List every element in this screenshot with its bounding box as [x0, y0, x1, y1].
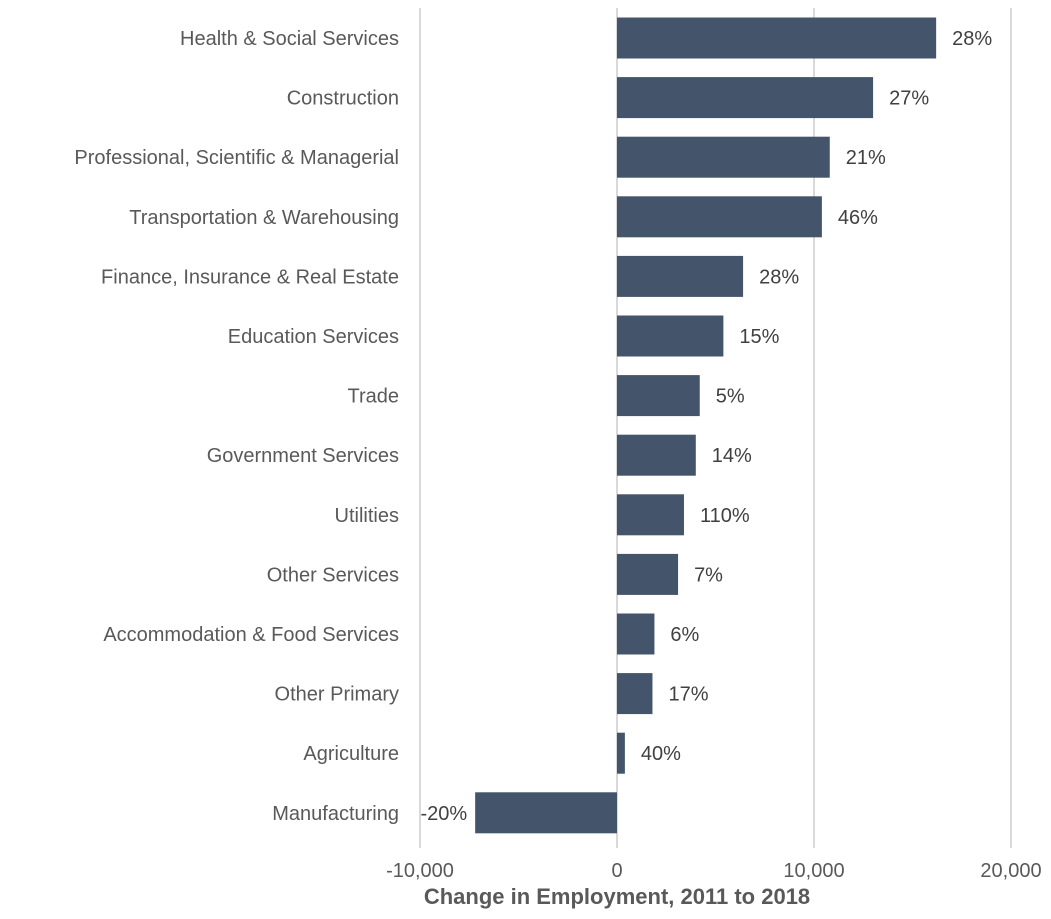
category-labels: Health & Social Services Construction Prof…: [74, 28, 399, 825]
category-label: Other Services: [267, 564, 399, 586]
data-label: 46%: [838, 207, 878, 229]
x-tick-label: 20,000: [980, 860, 1041, 882]
data-label: 27%: [889, 88, 929, 110]
data-label: 21%: [846, 147, 886, 169]
bar: [617, 17, 937, 59]
data-labels: 28% 27% 21% 46% 28% 15% 5% 14% 110% 7% 6% 17% 40% -20…: [420, 28, 992, 825]
bar: [617, 77, 874, 119]
data-label: 17%: [668, 684, 708, 706]
category-label: Professional, Scientific & Managerial: [74, 147, 399, 169]
category-label: Education Services: [228, 326, 399, 348]
category-label: Trade: [347, 386, 399, 408]
data-label: 110%: [700, 505, 750, 527]
bar: [617, 255, 744, 297]
bar: [475, 792, 617, 834]
bar: [617, 673, 653, 715]
data-label: 15%: [739, 326, 779, 348]
x-axis-title: Change in Employment, 2011 to 2018: [424, 884, 810, 909]
data-label: 5%: [716, 386, 745, 408]
category-label: Accommodation & Food Services: [103, 624, 399, 646]
data-label: 7%: [694, 564, 723, 586]
category-label: Government Services: [207, 445, 399, 467]
bar: [617, 136, 830, 178]
bar: [617, 196, 822, 238]
bar: [617, 494, 684, 536]
gridlines: [419, 8, 1012, 848]
bar: [617, 732, 625, 774]
category-label: Construction: [287, 88, 399, 110]
category-label: Finance, Insurance & Real Estate: [101, 266, 399, 288]
category-label: Other Primary: [275, 684, 399, 706]
bar: [617, 315, 724, 357]
x-tick-labels: -10,000 0 10,000 20,000: [386, 860, 1042, 882]
category-label: Health & Social Services: [180, 28, 399, 50]
data-label: 6%: [670, 624, 699, 646]
data-label: 28%: [952, 28, 992, 50]
bars: [475, 17, 937, 834]
x-tick-label: 0: [611, 860, 622, 882]
bar: [617, 375, 700, 417]
data-label: 14%: [712, 445, 752, 467]
x-tick-label: -10,000: [386, 860, 454, 882]
category-label: Utilities: [335, 505, 399, 527]
data-label: 40%: [641, 743, 681, 765]
category-label: Manufacturing: [272, 803, 399, 825]
bar: [617, 434, 696, 476]
bar: [617, 613, 655, 655]
category-label: Transportation & Warehousing: [129, 207, 399, 229]
data-label: 28%: [759, 266, 799, 288]
bar: [617, 553, 679, 595]
x-tick-label: 10,000: [783, 860, 844, 882]
category-label: Agriculture: [303, 743, 399, 765]
data-label: -20%: [420, 803, 467, 825]
